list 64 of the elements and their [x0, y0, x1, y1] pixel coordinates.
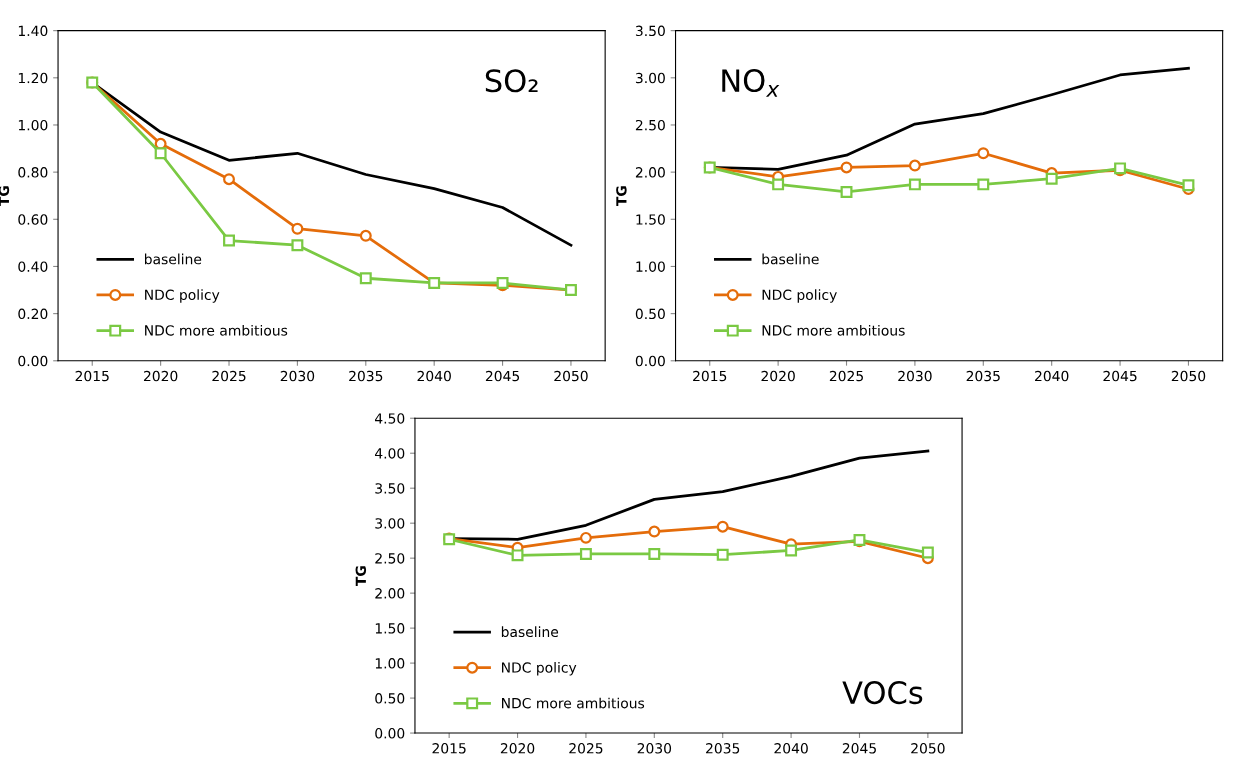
legend-label: NDC more ambitious: [502, 697, 645, 709]
y-tick-label: 4.00: [374, 448, 405, 459]
y-tick-label: 3.00: [635, 72, 665, 84]
y-tick-label: 1.00: [18, 119, 48, 131]
y-tick-label: 3.50: [635, 25, 665, 37]
y-tick-label: 2.00: [635, 167, 665, 178]
y-tick-label: 1.20: [18, 72, 48, 84]
x-tick-label: 2045: [485, 370, 520, 382]
legend-label: baseline: [762, 253, 819, 265]
y-tick-label: 0.00: [18, 355, 48, 367]
x-tick-label: 2030: [898, 370, 932, 382]
x-tick-label: 2035: [966, 370, 1000, 382]
x-tick-label: 2035: [706, 743, 740, 754]
y-tick-label: 1.40: [18, 25, 48, 37]
x-tick-label: 2040: [774, 743, 808, 754]
legend-label: baseline: [144, 253, 202, 265]
y-tick-label: 0.50: [375, 693, 405, 704]
legend-label: baseline: [501, 626, 559, 638]
legend-label: NDC more ambitious: [762, 324, 905, 336]
x-tick-label: 2015: [75, 370, 109, 382]
x-tick-label: 2040: [1035, 370, 1069, 382]
x-tick-label: 2035: [349, 370, 383, 382]
y-tick-label: 1.00: [636, 261, 665, 272]
x-tick-label: 2045: [1103, 370, 1137, 382]
y-tick-label: 1.50: [375, 623, 405, 634]
text: NO$_{x}$: [722, 68, 780, 97]
x-tick-label: 2020: [761, 370, 795, 382]
y-tick-label: 2.50: [635, 119, 665, 131]
y-tick-label: 0.60: [18, 214, 48, 225]
y-tick-label: 0.00: [375, 728, 405, 739]
x-tick-label: 2025: [212, 370, 246, 382]
x-tick-label: 2050: [911, 743, 945, 754]
text: VOCs: [842, 681, 923, 705]
text: SO₂: [485, 69, 538, 93]
y-tick-label: 2.00: [375, 588, 405, 599]
x-tick-label: 2020: [143, 370, 178, 382]
legend-label: NDC policy: [762, 289, 837, 303]
x-tick-label: 2025: [569, 743, 603, 754]
x-tick-label: 2045: [842, 743, 876, 754]
y-axis-title: TG: [355, 566, 367, 587]
x-tick-label: 2025: [829, 370, 863, 382]
x-tick-label: 2015: [693, 370, 727, 382]
x-tick-label: 2040: [417, 370, 451, 382]
y-tick-label: 0.80: [18, 167, 48, 178]
y-tick-label: 0.00: [635, 355, 665, 367]
x-tick-label: 2015: [432, 743, 466, 754]
y-tick-label: 2.50: [375, 553, 405, 564]
y-tick-label: 0.40: [18, 261, 48, 272]
x-tick-label: 2030: [280, 370, 315, 382]
y-tick-label: 3.50: [375, 483, 405, 494]
x-tick-label: 2030: [637, 743, 672, 754]
x-tick-label: 2050: [554, 370, 588, 382]
x-tick-label: 2050: [1171, 370, 1206, 382]
x-tick-label: 2020: [500, 743, 535, 754]
y-tick-label: 1.00: [375, 658, 405, 669]
legend-label: NDC policy: [502, 662, 577, 676]
y-tick-label: 1.50: [636, 214, 665, 225]
legend-label: NDC policy: [145, 289, 220, 303]
legend-label: NDC more ambitious: [145, 324, 288, 336]
y-tick-label: 3.00: [375, 518, 405, 529]
y-tick-label: 4.50: [374, 413, 405, 424]
y-axis-title: TG: [616, 186, 627, 207]
y-tick-label: 0.20: [18, 308, 48, 320]
y-tick-label: 0.50: [635, 308, 665, 320]
